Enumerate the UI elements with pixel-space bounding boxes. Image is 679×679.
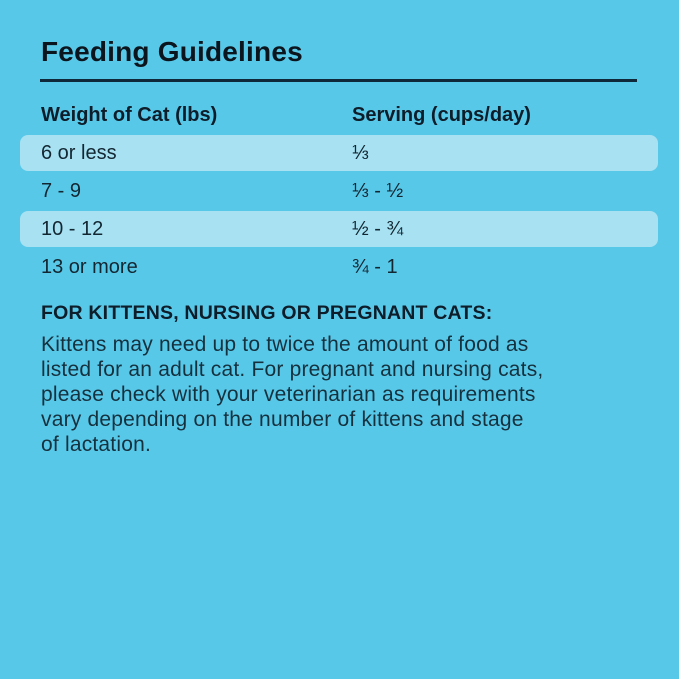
note-line: Kittens may need up to twice the amount …	[41, 333, 529, 356]
table-row: 10 - 12 ½ - ¾	[20, 211, 658, 247]
serving-cell: ½ - ¾	[352, 217, 404, 240]
title-divider	[40, 79, 637, 82]
serving-cell: ¾ - 1	[352, 255, 398, 278]
table-row: 7 - 9 ⅓ - ½	[20, 173, 658, 209]
table-body: 6 or less ⅓ 7 - 9 ⅓ - ½ 10 - 12 ½ - ¾ 13…	[0, 135, 679, 285]
serving-cell: ⅓	[352, 141, 369, 164]
serving-cell: ⅓ - ½	[352, 179, 404, 202]
weight-cell: 13 or more	[41, 255, 138, 278]
note-heading: FOR KITTENS, NURSING OR PREGNANT CATS:	[41, 302, 493, 324]
note-line: of lactation.	[41, 433, 151, 456]
note-line: listed for an adult cat. For pregnant an…	[41, 358, 544, 381]
page-title: Feeding Guidelines	[41, 36, 303, 67]
weight-cell: 7 - 9	[41, 179, 82, 202]
weight-cell: 10 - 12	[41, 217, 104, 240]
feeding-table: Weight of Cat (lbs) Serving (cups/day) 6…	[0, 103, 679, 285]
weight-cell: 6 or less	[41, 141, 117, 164]
column-header-serving: Serving (cups/day)	[352, 103, 531, 126]
column-header-weight: Weight of Cat (lbs)	[41, 103, 218, 126]
table-row: 6 or less ⅓	[20, 135, 658, 171]
note-line: please check with your veterinarian as r…	[41, 383, 536, 406]
table-row: 13 or more ¾ - 1	[20, 249, 658, 285]
note-line: vary depending on the number of kittens …	[41, 408, 524, 431]
table-header-row: Weight of Cat (lbs) Serving (cups/day)	[20, 103, 658, 127]
note-section: FOR KITTENS, NURSING OR PREGNANT CATS: K…	[41, 301, 641, 457]
